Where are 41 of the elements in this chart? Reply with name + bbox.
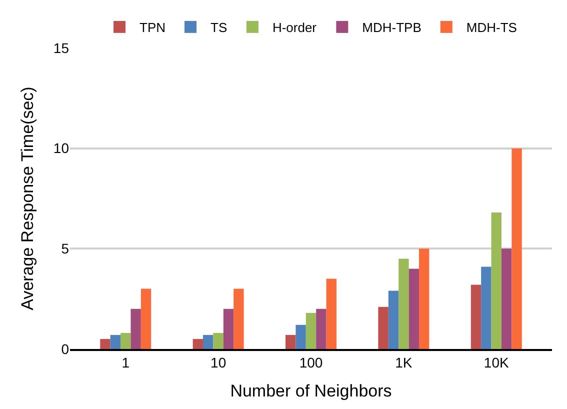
legend-label: MDH-TPB — [362, 20, 422, 35]
bar — [110, 334, 121, 349]
bar — [234, 288, 244, 349]
bar — [398, 258, 409, 349]
bar — [491, 212, 502, 349]
x-axis-title: Number of Neighbors — [230, 381, 392, 400]
x-tick-label: 10K — [484, 354, 510, 371]
legend-label: H-order — [272, 20, 318, 35]
bar — [296, 324, 306, 349]
y-tick-label: 0 — [61, 340, 70, 357]
bar — [481, 266, 492, 349]
x-tick-label: 1K — [395, 354, 413, 371]
y-tick-label: 5 — [61, 240, 70, 257]
bar — [418, 248, 430, 349]
bar — [501, 248, 512, 349]
bar — [213, 332, 224, 349]
bar — [286, 334, 296, 349]
bar — [203, 334, 214, 349]
bar — [100, 338, 110, 349]
bar — [192, 338, 204, 349]
legend-label: TS — [210, 20, 228, 35]
bar — [130, 308, 141, 349]
bar — [378, 306, 388, 349]
bar — [512, 148, 522, 349]
x-tick-label: 100 — [299, 354, 323, 371]
x-tick-label: 10 — [210, 354, 226, 371]
bar — [388, 290, 399, 349]
legend-label: TPN — [140, 20, 166, 35]
bar — [120, 332, 131, 349]
bar — [306, 312, 316, 349]
y-tick-label: 10 — [53, 140, 70, 156]
bar — [470, 284, 482, 349]
bar — [223, 308, 234, 349]
y-axis-title: Average Response Time(sec) — [18, 86, 37, 310]
bar — [326, 278, 336, 349]
bar — [316, 308, 326, 349]
y-tick-label: 15 — [53, 40, 70, 56]
x-tick-label: 1 — [122, 354, 130, 371]
legend-label: MDH-TS — [466, 20, 518, 35]
bar — [140, 288, 152, 349]
bar — [408, 268, 419, 349]
